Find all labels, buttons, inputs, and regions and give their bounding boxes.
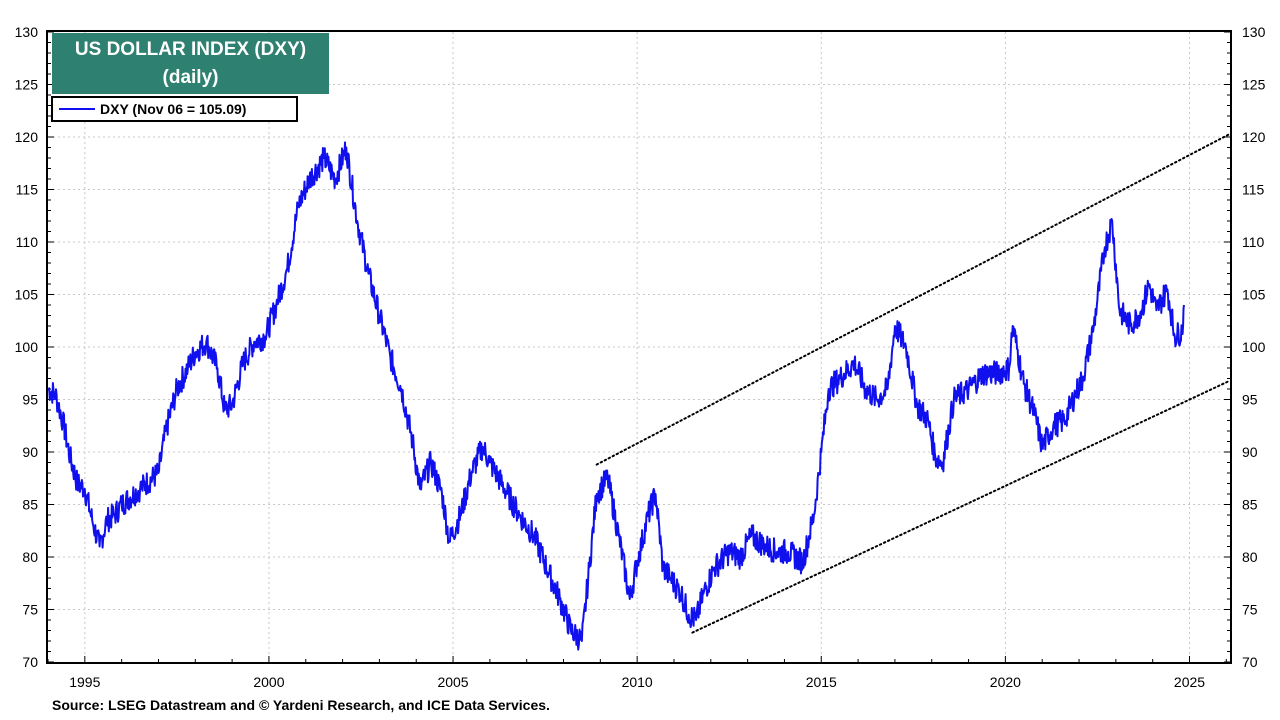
plot-frame	[46, 30, 1232, 664]
x-axis: 1995 2000 2005 2010 2015 2020 2025	[47, 656, 1227, 690]
legend: DXY (Nov 06 = 105.09)	[51, 96, 298, 122]
right-y-tick-label: 90	[1242, 444, 1258, 460]
right-y-tick-label: 70	[1242, 654, 1258, 670]
left-y-tick-label: 70	[22, 654, 38, 670]
grid-lines	[48, 32, 1230, 662]
right-y-tick-label: 130	[1242, 24, 1266, 40]
left-y-tick-label: 115	[16, 182, 39, 198]
left-y-tick-label: 105	[15, 287, 39, 303]
left-y-tick-label: 110	[16, 234, 39, 250]
legend-line-swatch	[59, 108, 95, 110]
x-tick-label: 2010	[622, 674, 653, 690]
x-tick-label: 2025	[1174, 674, 1205, 690]
x-tick-label: 1995	[69, 674, 100, 690]
trendlines	[595, 132, 1231, 634]
right-y-tick-label: 105	[1242, 287, 1266, 303]
right-y-tick-label: 115	[1242, 182, 1265, 198]
chart-title: US DOLLAR INDEX (DXY)	[74, 39, 307, 60]
left-y-tick-label: 125	[15, 77, 39, 93]
right-y-tick-label: 100	[1242, 339, 1266, 355]
x-tick-label: 2020	[990, 674, 1021, 690]
right-y-tick-label: 120	[1242, 129, 1266, 145]
right-y-tick-label: 80	[1242, 549, 1258, 565]
left-y-tick-label: 130	[15, 24, 39, 40]
trendline-lower	[691, 379, 1231, 634]
right-y-tick-label: 85	[1242, 497, 1258, 513]
chart-title-box: US DOLLAR INDEX (DXY) (daily)	[52, 33, 329, 94]
left-y-tick-label: 80	[22, 549, 38, 565]
left-y-tick-label: 75	[22, 602, 38, 618]
x-tick-label: 2015	[806, 674, 837, 690]
left-y-tick-label: 120	[15, 129, 39, 145]
x-tick-label: 2000	[253, 674, 284, 690]
right-y-tick-label: 125	[1242, 77, 1266, 93]
chart-subtitle: (daily)	[162, 67, 219, 88]
right-y-tick-label: 95	[1242, 392, 1258, 408]
source-note: Source: LSEG Datastream and © Yardeni Re…	[52, 697, 550, 713]
left-y-tick-label: 100	[15, 339, 39, 355]
legend-label: DXY (Nov 06 = 105.09)	[100, 101, 247, 117]
right-y-axis: 70 75 80 85 90 95 100 105 110 115 120 125 130	[1224, 24, 1266, 670]
right-y-tick-label: 75	[1242, 602, 1258, 618]
right-y-tick-label: 110	[1242, 234, 1265, 250]
trendline-upper	[595, 132, 1231, 466]
left-y-tick-label: 90	[22, 444, 38, 460]
left-y-tick-label: 85	[22, 497, 38, 513]
series-line-dxy	[47, 141, 1185, 651]
series-group	[47, 141, 1185, 651]
left-y-tick-label: 95	[22, 392, 38, 408]
left-y-axis: 70 75 80 85 90 95 100 105 110 115 120 125 130	[15, 24, 54, 670]
x-tick-label: 2005	[437, 674, 468, 690]
